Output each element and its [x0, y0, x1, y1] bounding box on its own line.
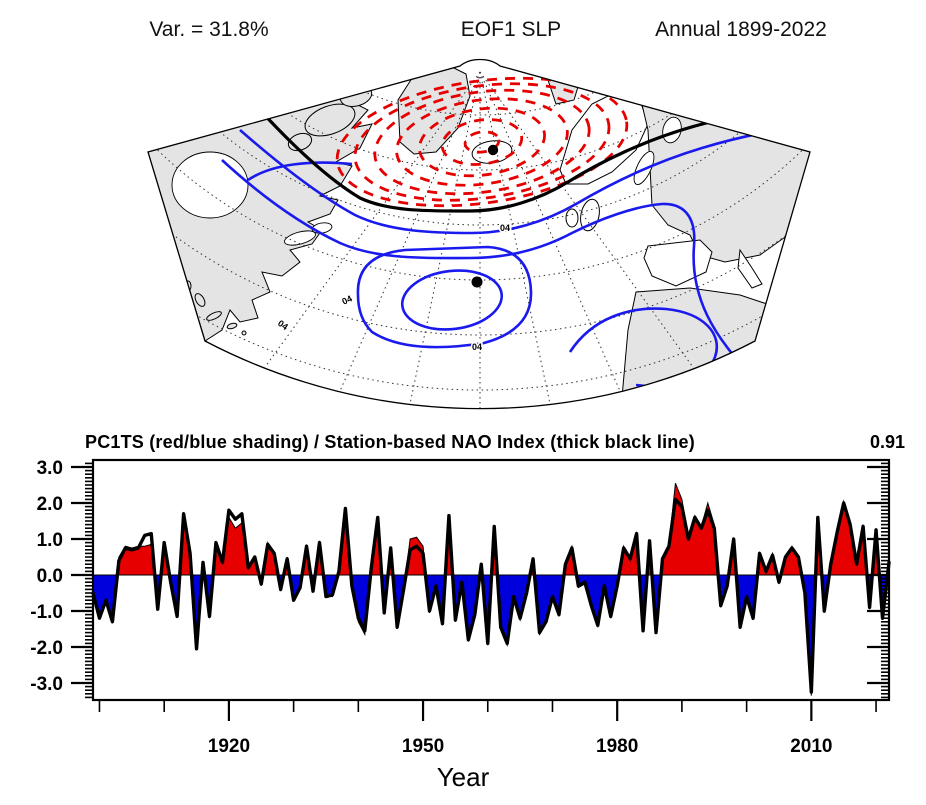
plot-frame: [91, 458, 891, 702]
y-tick-label: 0.0: [37, 566, 63, 587]
negative-contours: [335, 76, 629, 208]
great-lakes: [284, 230, 316, 246]
blue-contour-ring-inner: [400, 269, 504, 331]
variance-label: Var. = 31.8%: [149, 18, 269, 41]
period-label: Annual 1899-2022: [655, 18, 827, 41]
blue-contour-band-b: [221, 159, 754, 379]
blue-contour-band-a: [239, 122, 810, 235]
blue-contour-nw-tip: [247, 161, 353, 182]
caribbean-island-2: [206, 311, 222, 321]
map-title: EOF1 SLP: [460, 18, 562, 41]
x-tick-label: 1950: [402, 736, 444, 757]
nao-index-line: [91, 497, 891, 694]
y-tick-label: -1.0: [30, 602, 63, 623]
y-tick-label: 2.0: [37, 494, 63, 515]
x-axis-label: Year: [436, 762, 490, 792]
italy: [737, 248, 763, 289]
timeseries-title: PC1TS (red/blue shading) / Station-based…: [85, 432, 695, 452]
ireland: [565, 208, 579, 228]
arctic-island: [304, 103, 356, 137]
eof-map: 04 04 04 04: [147, 58, 811, 410]
white-sea: [662, 116, 682, 144]
caribbean-island-3: [226, 322, 238, 330]
contour-label: 04: [472, 342, 482, 352]
correlation-value: 0.91: [869, 432, 905, 452]
map-border: [147, 58, 811, 410]
station-marker-azores: [471, 276, 483, 288]
blue-contour-ring-outer: [356, 245, 533, 349]
y-tick-label: 1.0: [37, 530, 63, 551]
contour-label: 04: [500, 223, 510, 233]
caribbean-island-4: [241, 330, 247, 336]
y-tick-label: -3.0: [30, 674, 63, 695]
y-tick-label: -2.0: [30, 638, 63, 659]
x-tick-label: 2010: [790, 736, 832, 757]
station-marker-iceland: [487, 144, 499, 156]
x-tick-label: 1920: [208, 736, 250, 757]
hudson-bay: [171, 151, 249, 219]
y-tick-label: 3.0: [37, 458, 63, 479]
caribbean-island: [194, 293, 206, 307]
x-tick-label: 1980: [596, 736, 638, 757]
